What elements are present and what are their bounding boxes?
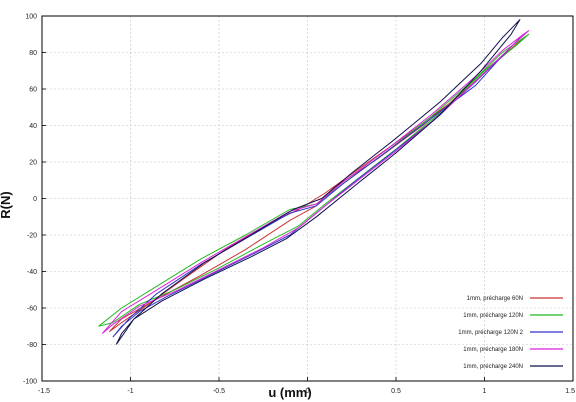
tick-labels: -1.5 -1 -0.5 0 0.5 1 1.5 100 80 60 40 20 0 -20 -40 -60 -… (23, 14, 575, 396)
y-tick-label: 0 (33, 196, 37, 203)
y-tick-label: -80 (27, 342, 37, 349)
series-line (98, 33, 530, 327)
x-tick-label: -1 (127, 388, 133, 395)
x-axis-title: u (mm) (268, 385, 311, 400)
plot-frame (41, 15, 574, 382)
x-tick-label: -0.5 (213, 388, 225, 395)
x-tick-label: 1.5 (565, 388, 575, 395)
x-tick-label: 0.5 (391, 388, 401, 395)
legend-label: 1mm, précharge 60N (467, 296, 523, 302)
legend: 1mm, précharge 60N 1mm, précharge 120N 1mm… (458, 296, 563, 370)
legend-label: 1mm, précharge 120N 2 (458, 330, 523, 336)
series-line (101, 30, 530, 334)
y-axis-title: R(N) (0, 191, 13, 218)
y-tick-label: -60 (27, 306, 37, 313)
y-tick-label: 100 (25, 14, 37, 21)
y-tick-label: 80 (29, 50, 37, 57)
x-tick-label: 0 (306, 388, 310, 395)
y-tick-label: 40 (29, 123, 37, 130)
series-line (112, 37, 521, 338)
x-tick-label: -1.5 (38, 388, 50, 395)
y-tick-label: -40 (27, 269, 37, 276)
series-layer (98, 19, 530, 345)
y-tick-label: 20 (29, 160, 37, 167)
y-tick-label: -100 (23, 379, 37, 386)
series-line (115, 19, 521, 345)
x-tick-label: 1 (483, 388, 487, 395)
legend-label: 1mm, précharge 180N (463, 347, 523, 353)
legend-label: 1mm, précharge 240N (463, 364, 523, 370)
legend-label: 1mm, précharge 120N (463, 313, 523, 319)
y-tick-label: 60 (29, 87, 37, 94)
y-tick-label: -20 (27, 233, 37, 240)
